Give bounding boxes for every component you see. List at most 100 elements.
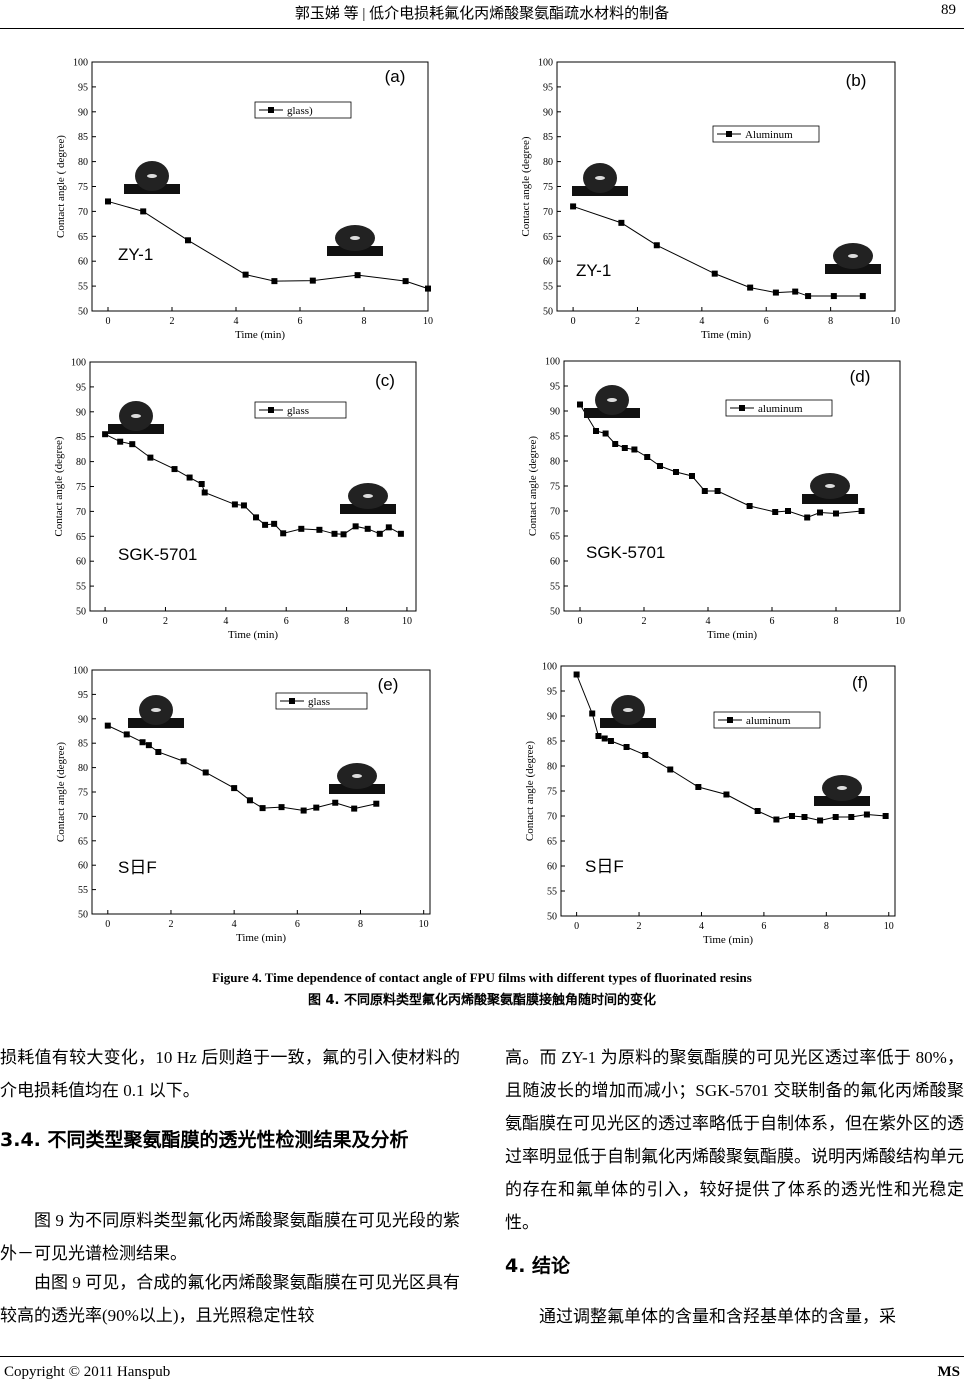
y-tick-label: 55: [550, 582, 560, 593]
journal: MS: [937, 1364, 961, 1380]
data-point: [747, 284, 754, 291]
y-tick-label: 65: [547, 837, 557, 848]
data-point: [198, 481, 205, 488]
data-point: [185, 237, 191, 244]
droplet-highlight: [350, 236, 360, 240]
y-tick-label: 95: [547, 687, 557, 698]
data-point: [129, 441, 136, 448]
legend-box: [712, 125, 820, 143]
panel-label: (d): [850, 367, 871, 386]
y-tick-label: 85: [543, 132, 553, 143]
data-point: [623, 744, 630, 750]
data-point: [332, 799, 339, 806]
y-tick-label: 100: [538, 58, 553, 69]
y-tick-label: 60: [550, 557, 560, 568]
x-tick-label: 8: [358, 919, 363, 930]
footer-rule: [0, 1356, 964, 1357]
data-point: [354, 272, 361, 279]
data-point: [231, 785, 238, 792]
y-tick-label: 50: [543, 307, 553, 318]
paragraph: 由图 9 可见，合成的氟化丙烯酸聚氨酯膜在可见光区具有较高的透光率(90%以上)…: [0, 1273, 460, 1325]
data-line: [107, 725, 377, 812]
x-axis-label: Time (min): [703, 934, 753, 946]
y-tick-label: 95: [78, 82, 88, 93]
data-point: [754, 808, 761, 814]
data-point: [573, 671, 580, 678]
running-header: 郭玉娣 等 | 低介电损耗氟化丙烯酸聚氨酯疏水材料的制备: [294, 6, 670, 22]
paragraph: 通过调整氟单体的含量和含羟基单体的含量，采: [539, 1307, 896, 1326]
panel-label: (a): [385, 67, 406, 86]
droplet-highlight: [363, 494, 373, 498]
data-point: [117, 438, 124, 445]
legend-box: [713, 711, 821, 729]
data-point: [202, 769, 209, 776]
data-point: [246, 797, 253, 804]
data-point: [589, 710, 596, 717]
data-point: [772, 509, 779, 515]
droplet-highlight: [352, 774, 362, 778]
data-point: [882, 813, 889, 819]
x-tick-label: 8: [834, 616, 839, 627]
y-tick-label: 50: [547, 912, 557, 923]
droplet-highlight: [131, 414, 141, 418]
y-tick-label: 55: [78, 282, 88, 293]
x-tick-label: 4: [699, 921, 704, 932]
sample-label: ZY-1: [118, 245, 153, 264]
droplet-highlight: [595, 176, 605, 180]
data-point: [104, 722, 111, 729]
data-point: [746, 503, 753, 509]
data-point: [298, 525, 305, 532]
x-axis-label: Time (min): [228, 629, 278, 641]
data-point: [373, 800, 380, 807]
x-tick-label: 10: [402, 616, 412, 627]
x-tick-label: 6: [764, 316, 769, 327]
data-point: [271, 278, 278, 285]
copyright: Copyright © 2011 Hanspub: [4, 1364, 171, 1380]
data-point: [364, 525, 371, 532]
data-point: [577, 401, 583, 408]
y-tick-label: 75: [550, 482, 560, 493]
y-tick-label: 60: [78, 861, 88, 872]
droplet-highlight: [607, 398, 617, 402]
y-tick-label: 60: [76, 557, 86, 568]
data-point: [642, 752, 649, 758]
panel-label: (e): [378, 675, 399, 694]
x-axis-label: Time (min): [236, 932, 286, 944]
data-point: [351, 805, 358, 812]
x-tick-label: 2: [168, 919, 173, 930]
legend-box: [275, 692, 368, 710]
sample-label: SGK-5701: [586, 543, 665, 562]
paragraph: 高。而 ZY-1 为原料的聚氨酯膜的可见光区透过率低于 80%，且随波长的增加而…: [505, 1048, 964, 1232]
sample-label: ZY-1: [576, 261, 611, 280]
y-tick-label: 50: [78, 307, 88, 318]
legend-marker: [726, 131, 732, 137]
paragraph: 损耗值有较大变化，10 Hz 后则趋于一致，氟的引入使材料的介电损耗值均在 0.…: [0, 1048, 460, 1100]
y-tick-label: 85: [550, 432, 560, 443]
y-tick-label: 60: [78, 257, 88, 268]
data-point: [695, 784, 702, 790]
legend-label: aluminum: [758, 403, 803, 415]
droplet-highlight: [837, 786, 847, 790]
x-tick-label: 6: [770, 616, 775, 627]
data-point: [171, 466, 178, 473]
data-point: [331, 530, 338, 537]
data-point: [788, 813, 795, 819]
x-tick-label: 8: [362, 316, 367, 327]
x-tick-label: 10: [419, 919, 429, 930]
data-point: [711, 270, 718, 277]
x-tick-label: 4: [706, 616, 711, 627]
data-point: [593, 428, 599, 434]
x-tick-label: 0: [574, 921, 579, 932]
data-point: [817, 817, 824, 824]
y-tick-label: 85: [78, 132, 88, 143]
sample-label: S日F: [118, 858, 157, 877]
data-point: [147, 454, 154, 461]
data-point: [701, 488, 708, 494]
y-tick-label: 75: [78, 788, 88, 799]
x-tick-label: 6: [295, 919, 300, 930]
data-point: [186, 474, 193, 481]
data-point: [714, 488, 721, 494]
data-point: [262, 521, 269, 528]
y-tick-label: 80: [78, 157, 88, 168]
y-tick-label: 50: [78, 910, 88, 921]
